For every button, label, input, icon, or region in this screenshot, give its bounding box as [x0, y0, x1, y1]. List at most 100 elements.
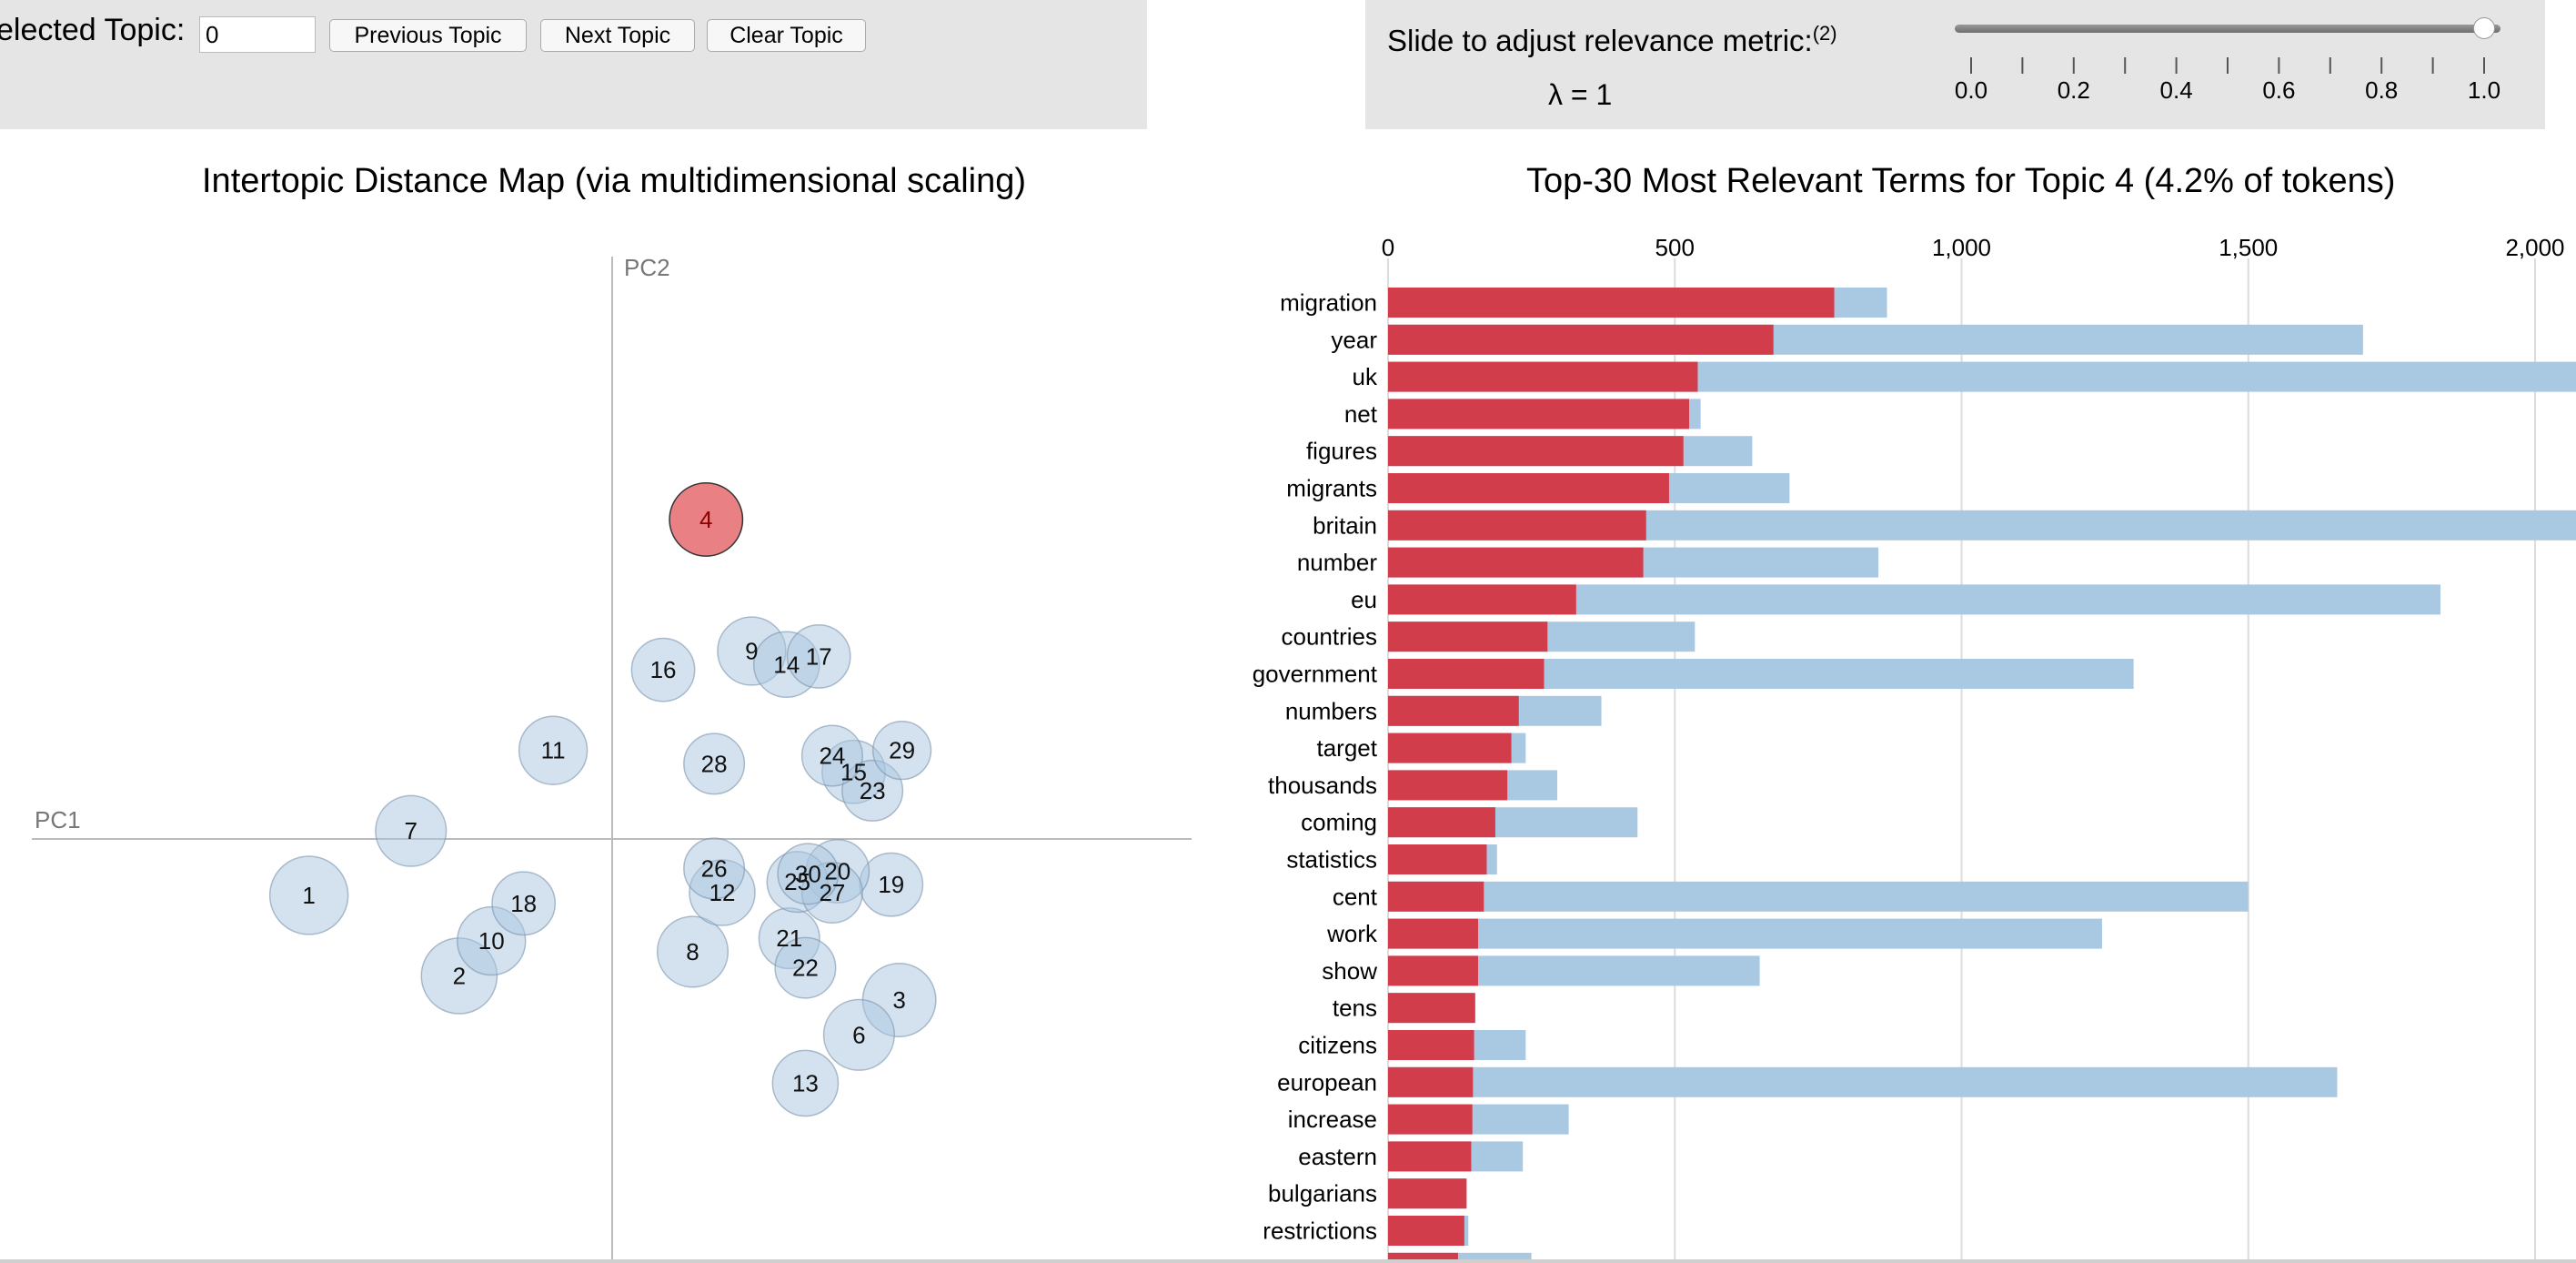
topic-frequency-bar[interactable]	[1388, 1216, 1464, 1246]
topic-frequency-bar[interactable]	[1388, 807, 1495, 838]
topic-frequency-bar[interactable]	[1388, 584, 1576, 615]
selected-topic-label: elected Topic:	[0, 13, 186, 47]
term-label[interactable]: show	[1322, 957, 1377, 985]
term-label[interactable]: work	[1326, 920, 1378, 947]
relevance-slider-track[interactable]	[1955, 25, 2501, 33]
overall-frequency-bar[interactable]	[1388, 918, 2102, 949]
topic-circle[interactable]	[786, 623, 851, 689]
lambda-value: λ = 1	[1548, 78, 1613, 111]
topic-frequency-bar[interactable]	[1388, 1066, 1474, 1097]
topic-circle-label: 11	[541, 737, 566, 764]
topic-circle-label: 16	[650, 656, 677, 683]
topic-frequency-bar[interactable]	[1388, 993, 1475, 1024]
topic-circle[interactable]	[268, 855, 349, 935]
topic-circle[interactable]	[518, 715, 589, 785]
topic-circle-label: 13	[792, 1069, 819, 1096]
topic-frequency-bar[interactable]	[1388, 473, 1669, 503]
topic-frequency-bar[interactable]	[1388, 770, 1508, 801]
topic-circle[interactable]	[800, 724, 863, 787]
term-label[interactable]: statistics	[1286, 846, 1377, 874]
topic-circle-label: 15	[840, 758, 867, 785]
topic-frequency-bar[interactable]	[1388, 733, 1512, 763]
term-label[interactable]: coming	[1301, 809, 1377, 836]
topic-frequency-bar[interactable]	[1388, 1252, 1458, 1259]
topic-frequency-bar[interactable]	[1388, 955, 1478, 986]
topic-circle[interactable]	[771, 1049, 840, 1117]
term-label[interactable]: bulgarians	[1268, 1180, 1377, 1207]
topic-circle[interactable]	[630, 637, 696, 702]
topic-circle-label: 4	[699, 506, 712, 533]
topic-frequency-bar[interactable]	[1388, 510, 1646, 541]
previous-topic-button[interactable]: Previous Topic	[329, 19, 527, 52]
topic-frequency-bar[interactable]	[1388, 1178, 1467, 1209]
bottom-border	[0, 1259, 2576, 1263]
topic-circle[interactable]	[375, 794, 448, 867]
slider-tick-label: 0.0	[1955, 76, 1987, 104]
term-label[interactable]: thousands	[1268, 772, 1377, 799]
overall-frequency-bar[interactable]	[1388, 1066, 2338, 1097]
term-label[interactable]: year	[1331, 326, 1377, 353]
slider-tick-label: 0.8	[2365, 76, 2398, 104]
topic-frequency-bar[interactable]	[1388, 1141, 1472, 1172]
topic-frequency-bar[interactable]	[1388, 1104, 1473, 1135]
relevance-slider-thumb[interactable]	[2473, 17, 2495, 39]
term-label[interactable]: number	[1297, 549, 1377, 576]
x-tick-label: 1,000	[1932, 234, 1991, 261]
topic-circle[interactable]	[683, 733, 746, 795]
topic-circle-label: 7	[405, 817, 418, 844]
topic-frequency-bar[interactable]	[1388, 918, 1478, 949]
term-label[interactable]: eu	[1351, 586, 1377, 613]
topic-circle[interactable]	[871, 721, 932, 781]
selected-topic-input[interactable]	[199, 16, 316, 53]
topic-circle-label: 24	[819, 743, 845, 770]
topic-circle[interactable]	[822, 998, 895, 1071]
term-label[interactable]: net	[1344, 400, 1378, 428]
topic-frequency-bar[interactable]	[1388, 695, 1519, 726]
topic-circle-label: 9	[745, 638, 758, 665]
term-label[interactable]: numbers	[1285, 697, 1377, 724]
term-label[interactable]: restrictions	[1263, 1218, 1377, 1245]
clear-topic-button[interactable]: Clear Topic	[707, 19, 866, 52]
topic-circle[interactable]	[777, 843, 840, 905]
term-label[interactable]: migrants	[1286, 475, 1377, 502]
term-label[interactable]: britain	[1313, 511, 1377, 539]
top-terms-bar-chart: 0 500 1,000 1,500 2,000 migration year uk net fig…	[1253, 234, 2576, 1259]
intertopic-map-title: Intertopic Distance Map (via multidimens…	[202, 162, 1027, 200]
next-topic-button[interactable]: Next Topic	[540, 19, 695, 52]
topic-frequency-bar[interactable]	[1388, 881, 1484, 912]
x-tick-label: 0	[1382, 234, 1394, 261]
topic-frequency-bar[interactable]	[1388, 436, 1684, 467]
topic-frequency-bar[interactable]	[1388, 621, 1548, 652]
topic-frequency-bar[interactable]	[1388, 399, 1690, 429]
term-label[interactable]: figures	[1306, 438, 1377, 465]
term-label[interactable]: migration	[1280, 289, 1377, 317]
term-label[interactable]: target	[1317, 734, 1378, 762]
topic-frequency-bar[interactable]	[1388, 288, 1835, 318]
topic-circle[interactable]	[656, 915, 730, 988]
topic-frequency-bar[interactable]	[1388, 844, 1487, 874]
term-label[interactable]: increase	[1288, 1106, 1377, 1133]
term-label[interactable]: cent	[1333, 883, 1378, 910]
topic-circle[interactable]	[491, 871, 557, 936]
overall-frequency-bar[interactable]	[1388, 881, 2249, 912]
topic-frequency-bar[interactable]	[1388, 659, 1545, 689]
topic-frequency-bar[interactable]	[1388, 547, 1644, 578]
term-label[interactable]: uk	[1353, 363, 1378, 390]
x-tick-label: 1,500	[2219, 234, 2278, 261]
topic-frequency-bar[interactable]	[1388, 361, 1698, 392]
topic-circle[interactable]	[774, 936, 837, 999]
term-label[interactable]: countries	[1282, 623, 1378, 651]
topic-circle[interactable]	[683, 837, 746, 900]
term-label[interactable]: government	[1253, 661, 1378, 688]
term-label[interactable]: citizens	[1298, 1032, 1377, 1059]
slider-tick-label: 0.6	[2262, 76, 2295, 104]
topic-circle-label: 26	[701, 854, 728, 882]
selected-topic-circle[interactable]	[669, 481, 744, 557]
term-label[interactable]: eastern	[1298, 1143, 1377, 1170]
topic-frequency-bar[interactable]	[1388, 324, 1774, 355]
term-label[interactable]: tens	[1333, 995, 1377, 1022]
term-label[interactable]: european	[1277, 1068, 1377, 1096]
overall-frequency-bar[interactable]	[1388, 1252, 1532, 1259]
topic-frequency-bar[interactable]	[1388, 1030, 1474, 1060]
